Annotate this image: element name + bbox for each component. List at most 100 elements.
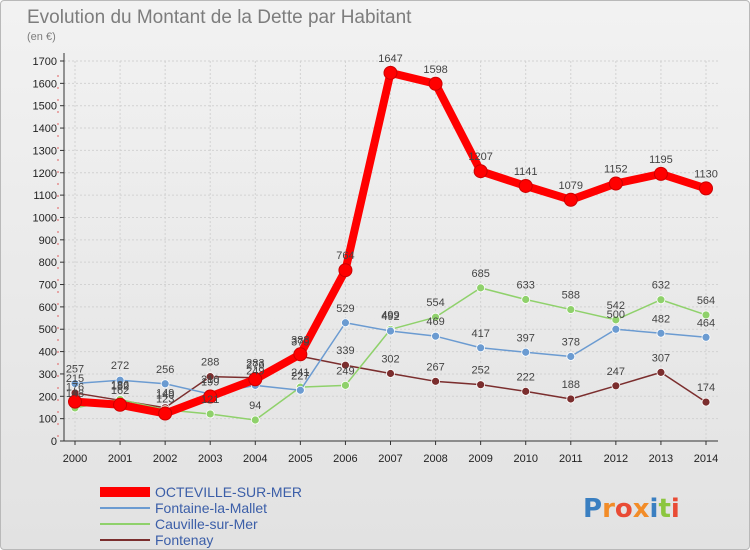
grid-lines [64, 60, 718, 441]
data-label-3: 288 [201, 357, 219, 369]
proxiti-logo: Proxiti [583, 494, 680, 524]
data-label-0: 1079 [559, 180, 583, 192]
series-point-2 [431, 312, 440, 322]
data-label-3: 174 [697, 382, 715, 394]
series-point-1 [566, 352, 576, 361]
legend-label-2: Cauville-sur-Mer [155, 516, 258, 532]
series-point-2 [701, 310, 711, 320]
series-point-3 [521, 386, 531, 396]
data-label-0: 1207 [468, 151, 492, 163]
series-point-1 [521, 347, 531, 357]
data-label-3: 302 [381, 353, 399, 365]
data-label-3: 307 [652, 352, 670, 364]
series-point-2 [250, 415, 260, 425]
logo-letter: t [658, 494, 670, 524]
series-point-0 [653, 166, 668, 181]
data-label-1: 257 [66, 364, 84, 376]
data-label-0: 1598 [423, 64, 447, 76]
series-point-2 [656, 295, 666, 305]
logo-letter: x [633, 494, 650, 524]
series-point-0 [473, 164, 488, 179]
data-label-2: 241 [291, 367, 309, 379]
x-tick-label: 2007 [378, 453, 402, 465]
data-label-0: 162 [111, 385, 129, 397]
series-point-0 [338, 263, 353, 278]
data-label-3: 188 [562, 379, 580, 391]
series-point-3 [701, 397, 711, 407]
y-tick-label: 1600 [33, 78, 57, 90]
data-label-3: 252 [471, 365, 489, 377]
series-point-3 [656, 367, 666, 377]
series-point-3 [611, 381, 621, 391]
data-label-3: 267 [426, 361, 444, 373]
data-label-3: 222 [517, 371, 535, 383]
series-point-2 [476, 283, 486, 293]
series-point-0 [563, 192, 578, 207]
series-point-1 [115, 375, 125, 385]
series-point-3 [386, 369, 395, 378]
data-label-0: 199 [201, 377, 219, 389]
data-label-3: 182 [111, 380, 129, 392]
y-tick-label: 1000 [33, 212, 57, 224]
y-tick-label: 1400 [33, 123, 57, 135]
data-label-0: 1647 [378, 53, 402, 65]
series-point-1 [386, 326, 395, 336]
data-label-0: 1141 [514, 166, 538, 178]
x-tick-label: 2005 [288, 453, 312, 465]
x-tick-label: 2014 [694, 453, 718, 465]
data-label-1: 464 [697, 317, 715, 329]
series-point-0 [68, 394, 82, 409]
data-label-3: 283 [246, 358, 264, 370]
y-tick-label: 0 [51, 436, 57, 448]
x-tick-label: 2012 [604, 453, 628, 465]
data-label-0: 1195 [649, 154, 673, 166]
series-point-0 [699, 181, 713, 196]
x-tick-label: 2006 [333, 453, 357, 465]
x-tick-label: 2011 [559, 453, 583, 465]
y-tick-label: 1300 [33, 145, 57, 157]
legend-label-0: OCTEVILLE-SUR-MER [155, 484, 302, 500]
y-tick-label: 100 [39, 414, 57, 426]
logo-letter: o [615, 494, 633, 524]
series-point-3 [205, 372, 215, 382]
series-point-0 [203, 389, 218, 404]
data-label-0: 276 [246, 359, 264, 371]
x-tick-label: 2002 [153, 453, 177, 465]
data-label-2: 499 [381, 309, 399, 321]
logo-letter: i [671, 494, 680, 524]
logo-letter: i [650, 494, 659, 524]
x-tick-label: 2009 [468, 453, 492, 465]
data-label-2: 121 [201, 394, 219, 406]
logo-letter: P [583, 494, 602, 524]
series-point-2 [611, 315, 621, 325]
data-label-3: 379 [291, 336, 309, 348]
x-tick-label: 2001 [108, 453, 132, 465]
series-point-1 [70, 379, 80, 388]
y-tick-label: 300 [39, 369, 57, 381]
y-tick-label: 500 [39, 324, 57, 336]
data-label-2: 542 [607, 300, 625, 312]
data-labels: 176 162 123 199 276 388 764 1647 1598 1207 1141 107… [66, 53, 718, 412]
chart-subtitle: (en €) [27, 31, 56, 43]
x-tick-label: 2008 [423, 453, 447, 465]
y-tick-label: 1100 [33, 190, 57, 202]
data-label-1: 272 [111, 360, 129, 372]
series-point-2 [566, 305, 576, 314]
series-point-1 [656, 328, 666, 338]
data-label-0: 388 [291, 334, 309, 346]
axes: 0 100 200 300 400 500 600 700 800 900 1000 1100 1200… [33, 53, 718, 465]
data-label-2: 564 [697, 295, 715, 307]
data-label-2: 148 [66, 388, 84, 400]
data-label-2: 554 [426, 297, 444, 309]
y-tick-label: 200 [39, 391, 57, 403]
data-label-2: 140 [156, 390, 174, 402]
x-tick-label: 2010 [513, 453, 537, 465]
x-tick-label: 2013 [649, 453, 673, 465]
series-point-1 [160, 379, 170, 389]
data-label-1: 529 [336, 303, 354, 315]
data-label-1: 417 [471, 328, 489, 340]
series-point-0 [518, 178, 533, 193]
data-label-2: 249 [336, 365, 354, 377]
series-point-1 [476, 343, 486, 353]
data-label-3: 149 [156, 388, 174, 400]
